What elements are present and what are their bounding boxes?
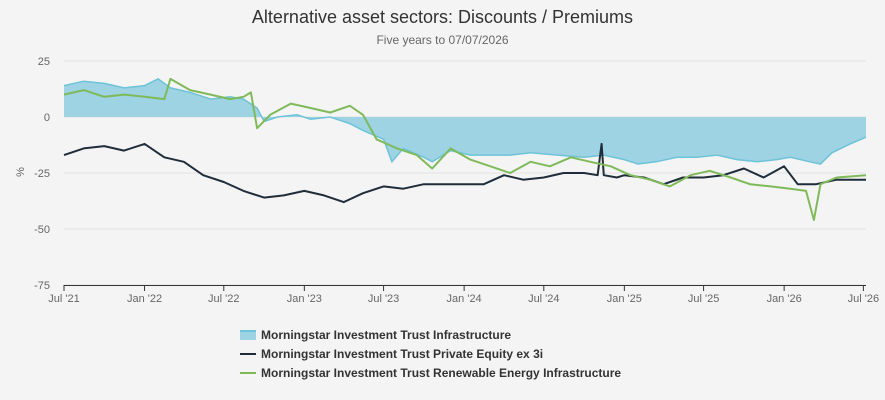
- y-tick-label: -25: [34, 168, 50, 180]
- x-tick-label: Jul '22: [208, 293, 239, 305]
- x-tick-label: Jul '21: [48, 293, 79, 305]
- legend-label-renewable-energy: Morningstar Investment Trust Renewable E…: [261, 365, 622, 380]
- x-tick-label: Jul '26: [848, 293, 879, 305]
- x-tick-label: Jul '23: [368, 293, 399, 305]
- legend-label-infrastructure: Morningstar Investment Trust Infrastruct…: [261, 327, 512, 342]
- legend-item-infrastructure[interactable]: Morningstar Investment Trust Infrastruct…: [240, 325, 621, 344]
- legend: Morningstar Investment Trust Infrastruct…: [240, 325, 621, 382]
- x-tick-label: Jan '22: [127, 293, 162, 305]
- y-tick-label: -50: [34, 224, 50, 236]
- x-tick-label: Jul '24: [528, 293, 559, 305]
- legend-swatch-private-equity: [240, 352, 256, 355]
- x-tick-label: Jan '25: [607, 293, 642, 305]
- legend-swatch-infrastructure: [240, 329, 256, 340]
- series-layer: [63, 77, 867, 221]
- x-tick-label: Jul '25: [688, 293, 719, 305]
- y-tick-label: 25: [38, 56, 50, 68]
- legend-item-renewable-energy[interactable]: Morningstar Investment Trust Renewable E…: [240, 363, 621, 382]
- chart-subtitle: Five years to 07/07/2026: [376, 33, 509, 47]
- legend-swatch-renewable-energy: [240, 371, 256, 374]
- y-axis-title: %: [15, 167, 27, 177]
- y-tick-label: 0: [44, 112, 50, 124]
- legend-item-private-equity[interactable]: Morningstar Investment Trust Private Equ…: [240, 344, 621, 363]
- legend-label-private-equity: Morningstar Investment Trust Private Equ…: [261, 346, 544, 361]
- x-tick-label: Jan '24: [447, 293, 482, 305]
- y-tick-label: -75: [34, 280, 50, 292]
- chart-title: Alternative asset sectors: Discounts / P…: [251, 7, 634, 27]
- series-line-private-equity: [63, 142, 866, 204]
- series-line-infrastructure: [63, 78, 867, 165]
- x-tick-label: Jan '26: [767, 293, 802, 305]
- series-line-renewable-energy: [63, 77, 867, 221]
- series-area-infrastructure: [64, 78, 866, 164]
- x-tick-label: Jan '23: [287, 293, 322, 305]
